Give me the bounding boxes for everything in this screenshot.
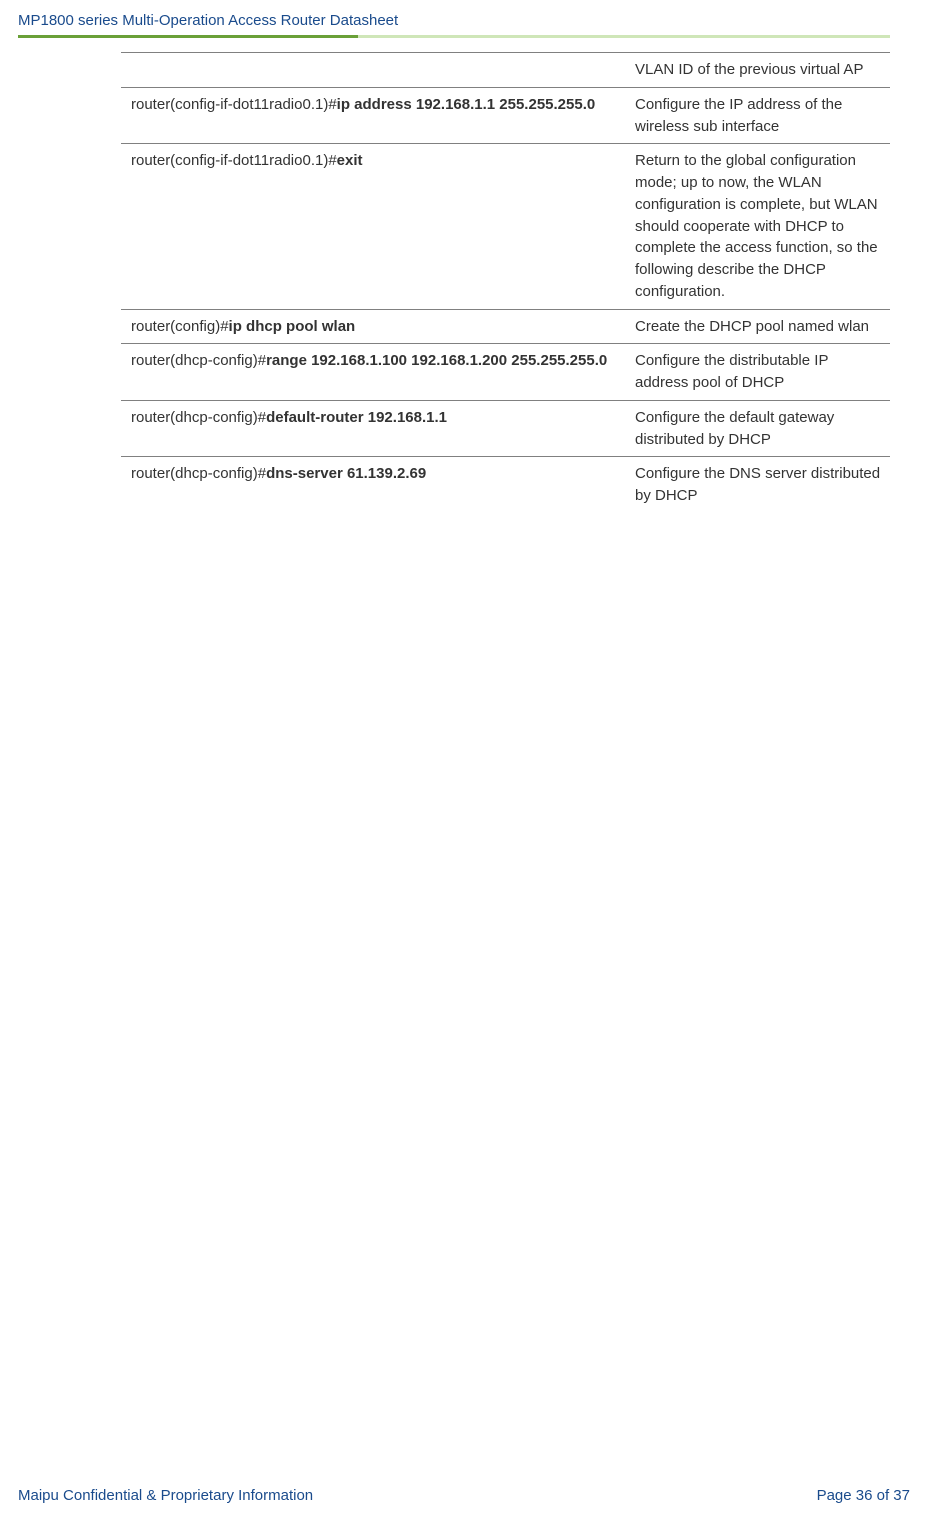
command-prompt: router(dhcp-config)# — [131, 409, 266, 426]
footer-left: Maipu Confidential & Proprietary Informa… — [18, 1487, 313, 1504]
command-prompt: router(config-if-dot11radio0.1)# — [131, 152, 337, 169]
description-cell: Configure the IP address of the wireless… — [625, 87, 890, 144]
command-bold: dns-server 61.139.2.69 — [266, 465, 426, 482]
description-cell: VLAN ID of the previous virtual AP — [625, 53, 890, 88]
command-cell: router(dhcp-config)#default-router 192.1… — [121, 400, 625, 457]
header-title: MP1800 series Multi-Operation Access Rou… — [18, 8, 890, 35]
description-cell: Create the DHCP pool named wlan — [625, 309, 890, 344]
table-row: router(dhcp-config)#dns-server 61.139.2.… — [121, 457, 890, 513]
config-table: VLAN ID of the previous virtual AProuter… — [121, 52, 890, 513]
command-bold: ip address 192.168.1.1 255.255.255.0 — [337, 96, 596, 113]
footer-right: Page 36 of 37 — [817, 1487, 910, 1504]
page: MP1800 series Multi-Operation Access Rou… — [0, 0, 950, 1526]
command-bold: ip dhcp pool wlan — [229, 318, 356, 335]
description-cell: Configure the DNS server distributed by … — [625, 457, 890, 513]
command-cell: router(config-if-dot11radio0.1)#exit — [121, 144, 625, 309]
command-cell: router(dhcp-config)#range 192.168.1.100 … — [121, 344, 625, 401]
command-bold: exit — [337, 152, 363, 169]
header-rule — [18, 35, 890, 38]
footer: Maipu Confidential & Proprietary Informa… — [18, 1487, 910, 1504]
table-row: router(config)#ip dhcp pool wlanCreate t… — [121, 309, 890, 344]
command-prompt: router(config-if-dot11radio0.1)# — [131, 96, 337, 113]
command-prompt: router(dhcp-config)# — [131, 465, 266, 482]
description-cell: Configure the default gateway distribute… — [625, 400, 890, 457]
command-prompt: router(config)# — [131, 318, 229, 335]
command-cell: router(dhcp-config)#dns-server 61.139.2.… — [121, 457, 625, 513]
command-bold: default-router 192.168.1.1 — [266, 409, 447, 426]
table-row: router(dhcp-config)#default-router 192.1… — [121, 400, 890, 457]
table-row: VLAN ID of the previous virtual AP — [121, 53, 890, 88]
command-cell — [121, 53, 625, 88]
description-cell: Return to the global configuration mode;… — [625, 144, 890, 309]
table-row: router(config-if-dot11radio0.1)#ip addre… — [121, 87, 890, 144]
command-cell: router(config)#ip dhcp pool wlan — [121, 309, 625, 344]
command-bold: range 192.168.1.100 192.168.1.200 255.25… — [266, 352, 607, 369]
command-prompt: router(dhcp-config)# — [131, 352, 266, 369]
table-row: router(config-if-dot11radio0.1)#exitRetu… — [121, 144, 890, 309]
table-row: router(dhcp-config)#range 192.168.1.100 … — [121, 344, 890, 401]
content-area: VLAN ID of the previous virtual AProuter… — [121, 52, 890, 513]
description-cell: Configure the distributable IP address p… — [625, 344, 890, 401]
command-cell: router(config-if-dot11radio0.1)#ip addre… — [121, 87, 625, 144]
